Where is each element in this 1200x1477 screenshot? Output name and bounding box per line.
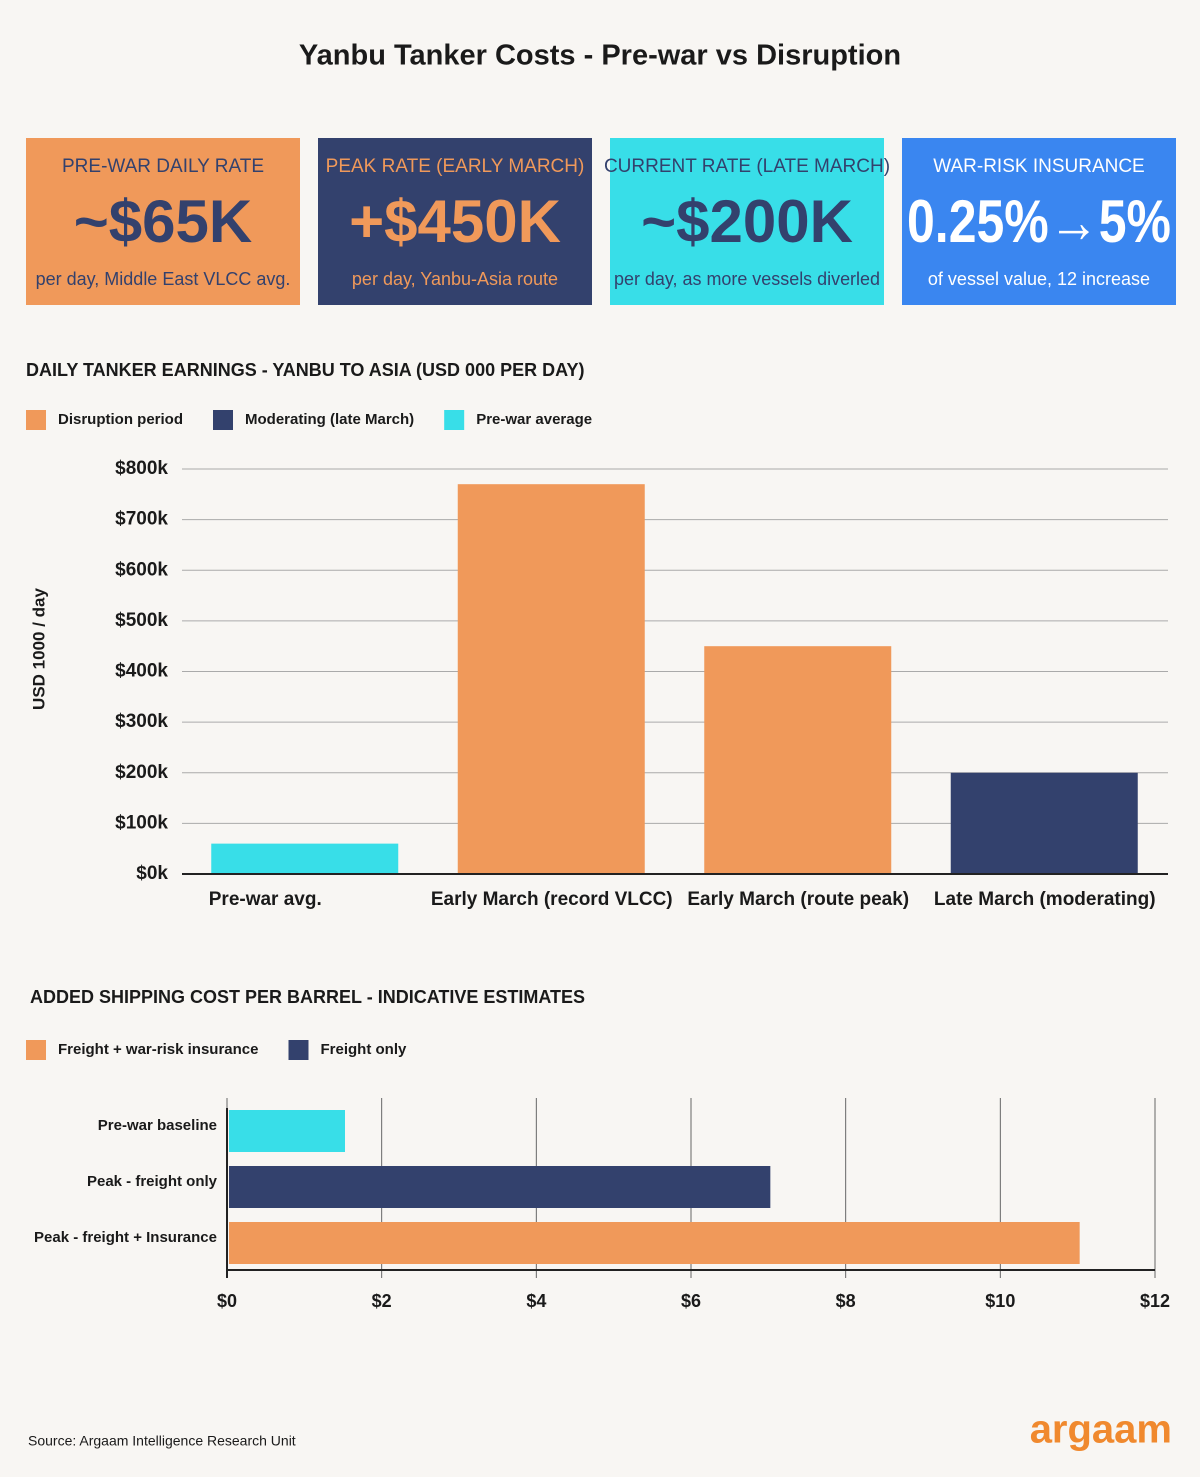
y-tick-label: $0k (136, 863, 168, 884)
legend-swatch (26, 1040, 46, 1060)
card-label: CURRENT RATE (LATE MARCH) (604, 156, 890, 177)
y-tick-label: $800k (115, 458, 168, 479)
legend-label: Moderating (late March) (245, 411, 414, 428)
source: Source: Argaam Intelligence Research Uni… (28, 1433, 296, 1449)
legend-label: Disruption period (58, 411, 183, 428)
card (610, 138, 884, 305)
x-tick-label: $8 (836, 1291, 856, 1311)
card-label: WAR-RISK INSURANCE (933, 156, 1144, 177)
card-value: ~$65K (74, 188, 252, 255)
bar (229, 1110, 345, 1152)
x-tick-label: $2 (372, 1291, 392, 1311)
y-tick-label: Pre-war baseline (98, 1117, 217, 1134)
y-tick-label: $400k (115, 661, 168, 682)
card-value: +$450K (349, 188, 561, 255)
legend-swatch (26, 410, 46, 430)
x-tick-label: Early March (record VLCC) (431, 889, 673, 910)
x-tick-label: $4 (526, 1291, 546, 1311)
bar (704, 646, 892, 874)
y-axis-label: USD 1000 / day (29, 588, 48, 710)
card-value: ~$200K (641, 188, 853, 255)
legend-swatch (288, 1040, 309, 1060)
x-tick-label: $6 (681, 1291, 701, 1311)
legend-label: Pre-war average (476, 411, 592, 428)
x-tick-label: $12 (1140, 1291, 1170, 1311)
card (318, 138, 592, 305)
x-tick-label: Early March (route peak) (687, 889, 909, 910)
y-tick-label: $200k (115, 762, 168, 783)
x-tick-label: Late March (moderating) (934, 889, 1156, 910)
card-note: per day, as more vessels diverled (614, 269, 880, 289)
y-tick-label: Peak - freight + Insurance (34, 1229, 217, 1246)
y-tick-label: $700k (115, 509, 168, 530)
card-label: PRE-WAR DAILY RATE (62, 156, 264, 177)
y-tick-label: Peak - freight only (87, 1173, 218, 1190)
bar (229, 1166, 771, 1208)
y-tick-label: $500k (115, 610, 168, 631)
bar (457, 484, 645, 874)
card (902, 138, 1176, 305)
x-tick-label: Pre-war avg. (209, 889, 322, 910)
legend-swatch (213, 410, 233, 430)
card-note: per day, Middle East VLCC avg. (36, 269, 291, 289)
x-tick-label: $0 (217, 1291, 237, 1311)
legend-label: Freight only (321, 1041, 407, 1058)
card-label: PEAK RATE (EARLY MARCH) (326, 156, 585, 177)
chart-title: ADDED SHIPPING COST PER BARREL - INDICAT… (30, 987, 585, 1007)
x-tick-label: $10 (985, 1291, 1015, 1311)
bar (229, 1222, 1080, 1264)
bar (211, 843, 399, 874)
y-tick-label: $100k (115, 812, 168, 833)
bar (950, 772, 1138, 874)
chart-title: DAILY TANKER EARNINGS - YANBU TO ASIA (U… (26, 360, 584, 380)
y-tick-label: $300k (115, 711, 168, 732)
logo: argaam (1030, 1408, 1172, 1452)
legend-label: Freight + war-risk insurance (58, 1041, 259, 1058)
page-title: Yanbu Tanker Costs - Pre-war vs Disrupti… (299, 40, 901, 72)
legend-swatch (444, 410, 465, 430)
card-note: per day, Yanbu-Asia route (352, 269, 558, 289)
card (26, 138, 300, 305)
card-value: 0.25%→5% (907, 188, 1171, 255)
card-note: of vessel value, 12 increase (928, 269, 1150, 289)
y-tick-label: $600k (115, 559, 168, 580)
